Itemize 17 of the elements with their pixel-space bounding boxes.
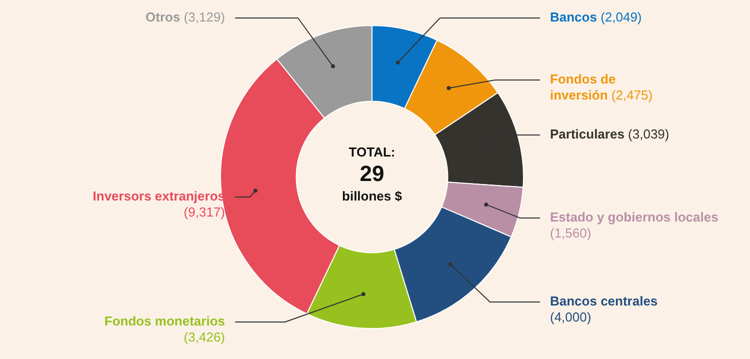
slice-label: Otros	[146, 10, 180, 25]
data-label: (9,317)	[184, 204, 226, 220]
slice-label: Estado y gobiernos locales	[550, 210, 718, 225]
data-label: (3,039)	[628, 126, 670, 142]
text: billones $	[342, 188, 403, 204]
slice-label: Bancos	[550, 10, 597, 25]
data-label: (1,560)	[550, 226, 592, 241]
data-label: (4,000)	[550, 310, 592, 325]
data-label: (3,426)	[184, 330, 226, 345]
slice-label: Particulares	[550, 126, 624, 142]
data-label: (3,129)	[184, 10, 226, 25]
data-label: (2,049)	[600, 10, 642, 25]
data-label: (2,475)	[611, 88, 653, 103]
slice-label: Bancos centrales	[550, 294, 658, 309]
text: 29	[360, 161, 384, 186]
slice-label: Fondos monetarios	[104, 314, 226, 329]
text: TOTAL:	[348, 144, 396, 160]
